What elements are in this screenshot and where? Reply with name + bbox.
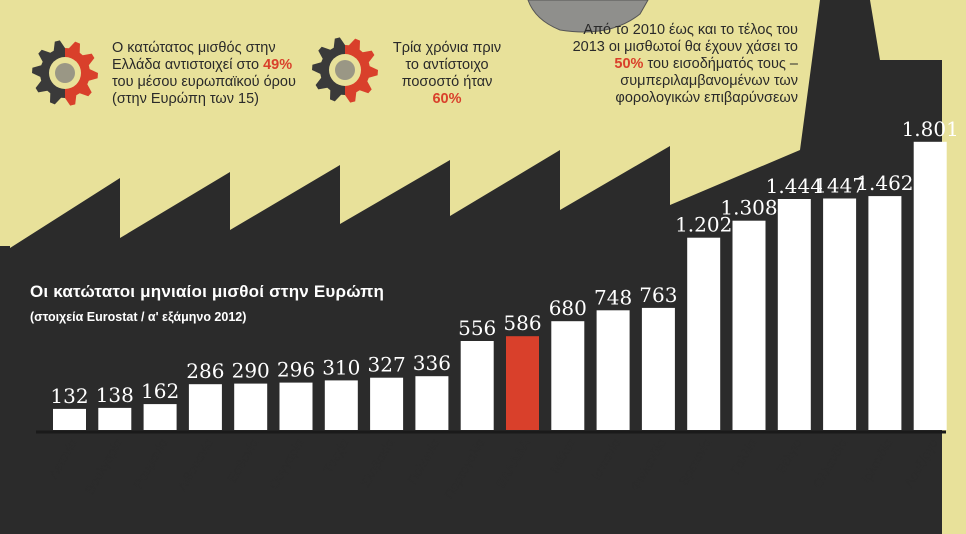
annotation-three-years: Τρία χρόνια πριν το αντίστοιχο ποσοστό ή… bbox=[392, 40, 502, 108]
gear-icon-1 bbox=[32, 40, 98, 106]
bar-1 bbox=[98, 407, 132, 430]
chart-title: Οι κατώτατοι μηνιαίοι μισθοί στην Ευρώπη bbox=[30, 282, 385, 301]
bar-14 bbox=[687, 237, 721, 430]
bar-2 bbox=[143, 404, 177, 430]
value-label-13: 763 bbox=[639, 283, 677, 307]
bar-15 bbox=[732, 220, 766, 430]
value-label-15: 1.308 bbox=[720, 196, 777, 220]
bar-16 bbox=[777, 199, 811, 430]
fist-illustration bbox=[527, 0, 649, 33]
bar-9 bbox=[460, 341, 494, 430]
value-label-12: 748 bbox=[594, 285, 632, 309]
bar-4 bbox=[234, 383, 268, 430]
value-label-8: 336 bbox=[413, 351, 451, 375]
annotation-3-text: Από το 2010 έως και το τέλος του 2013 οι… bbox=[572, 22, 798, 55]
value-label-5: 296 bbox=[277, 358, 315, 382]
value-label-1: 138 bbox=[96, 383, 134, 407]
bar-18 bbox=[868, 196, 902, 430]
bar-19 bbox=[913, 141, 947, 431]
annotation-2-highlight: 60% bbox=[432, 91, 462, 107]
bar-11 bbox=[551, 321, 585, 430]
gear-icon-2 bbox=[312, 37, 378, 103]
value-labels-group: 132 138 162 286 290 296 310 327 336 556 586 680 748 7… bbox=[50, 117, 958, 408]
annotation-1-text-end: του μέσου ευρωπαϊκού όρου (στην Ευρώπη τ… bbox=[112, 74, 296, 107]
bar-0 bbox=[53, 408, 86, 430]
chart-subtitle: (στοιχεία Eurostat / α' εξάμηνο 2012) bbox=[30, 310, 247, 324]
value-label-3: 286 bbox=[186, 359, 224, 383]
bar-13 bbox=[641, 307, 675, 430]
bar-8 bbox=[415, 376, 449, 430]
bar-5 bbox=[279, 382, 313, 430]
bar-6 bbox=[324, 380, 358, 430]
annotation-income-loss: Από το 2010 έως και το τέλος του 2013 οι… bbox=[548, 22, 798, 107]
value-label-14: 1.202 bbox=[675, 213, 732, 237]
value-label-10: 586 bbox=[503, 311, 541, 335]
value-label-16: 1.444 bbox=[766, 174, 823, 198]
value-label-19: 1.801 bbox=[902, 117, 959, 141]
value-label-9: 556 bbox=[458, 316, 496, 340]
annotation-2-text: Τρία χρόνια πριν το αντίστοιχο ποσοστό ή… bbox=[392, 40, 502, 90]
annotation-wage-share: Ο κατώτατος μισθός στην Ελλάδα αντιστοιχ… bbox=[112, 40, 312, 108]
value-label-7: 327 bbox=[368, 353, 406, 377]
value-label-0: 132 bbox=[50, 384, 88, 408]
value-label-18: 1.462 bbox=[856, 171, 913, 195]
value-label-17: 1447 bbox=[814, 174, 865, 198]
value-label-4: 290 bbox=[232, 359, 270, 383]
annotation-1-highlight: 49% bbox=[263, 57, 293, 73]
bar-7 bbox=[370, 377, 404, 430]
annotation-1-text: Ο κατώτατος μισθός στην Ελλάδα αντιστοιχ… bbox=[112, 40, 276, 73]
bar-17 bbox=[823, 198, 857, 430]
bar-12 bbox=[596, 310, 630, 430]
value-label-6: 310 bbox=[322, 355, 360, 379]
bar-10 bbox=[506, 336, 539, 430]
annotation-3-highlight: 50% bbox=[614, 56, 644, 72]
bars-group bbox=[53, 141, 947, 431]
value-label-2: 162 bbox=[141, 379, 179, 403]
value-label-11: 680 bbox=[549, 296, 587, 320]
annotation-3-text-end: του εισοδήματός τους – συμπεριλαμβανομέν… bbox=[615, 56, 798, 106]
bar-3 bbox=[188, 384, 222, 430]
